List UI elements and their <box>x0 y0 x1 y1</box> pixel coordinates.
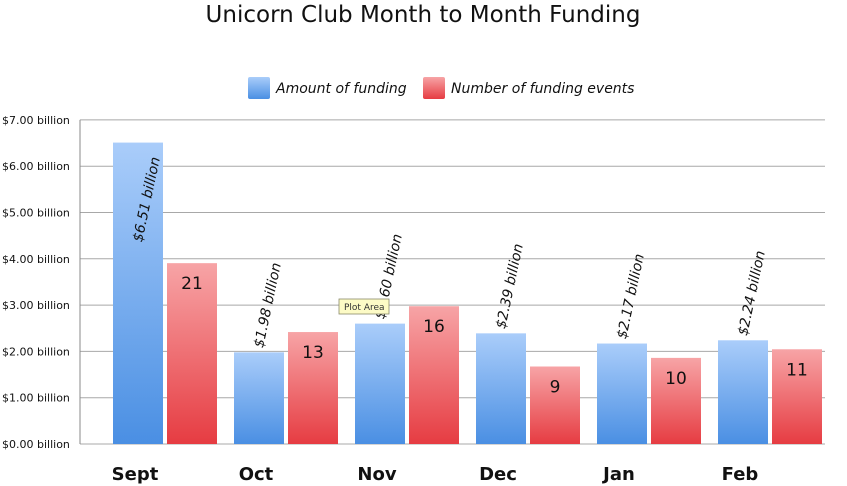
bar-events-dec <box>530 366 580 444</box>
x-tick-sept: Sept <box>112 464 159 485</box>
bar-events-jan <box>651 357 701 444</box>
amount-label-feb: $2.24 billion <box>735 249 769 337</box>
x-tick-nov: Nov <box>357 464 396 485</box>
y-tick-label: $3.00 billion <box>2 299 70 312</box>
bar-amount-nov <box>355 323 405 444</box>
bar-amount-feb <box>718 340 768 444</box>
bar-events-sept <box>167 263 217 444</box>
bar-amount-jan <box>597 343 647 444</box>
chart-title: Unicorn Club Month to Month Funding <box>206 2 641 28</box>
events-label-oct: 13 <box>302 343 324 363</box>
bar-events-feb <box>772 349 822 444</box>
events-label-feb: 11 <box>786 360 808 380</box>
legend-swatch-amount <box>248 77 270 99</box>
bar-amount-sept <box>113 142 163 444</box>
tooltip-box <box>338 298 390 315</box>
bars <box>113 142 822 444</box>
events-label-nov: 16 <box>423 317 445 337</box>
legend: Amount of funding Number of funding event… <box>248 77 634 99</box>
amount-label-dec: $2.39 billion <box>493 242 527 330</box>
events-label-dec: 9 <box>550 377 561 397</box>
amount-label-jan: $2.17 billion <box>614 253 648 341</box>
events-label-sept: 21 <box>181 274 203 294</box>
x-tick-feb: Feb <box>722 464 759 485</box>
bar-amount-dec <box>476 333 526 444</box>
bar-events-nov <box>409 306 459 444</box>
y-tick-label: $1.00 billion <box>2 392 70 405</box>
y-tick-label: $7.00 billion <box>2 114 70 127</box>
legend-label-events: Number of funding events <box>451 81 634 97</box>
x-tick-oct: Oct <box>239 464 274 485</box>
legend-swatch-events <box>423 77 445 99</box>
y-tick-label: $4.00 billion <box>2 253 70 266</box>
y-tick-label: $0.00 billion <box>2 438 70 451</box>
x-axis: Sept Oct Nov Dec Jan Feb <box>112 464 759 485</box>
events-label-jan: 10 <box>665 369 687 389</box>
y-tick-label: $5.00 billion <box>2 207 70 220</box>
x-tick-jan: Jan <box>601 464 635 485</box>
bar-events-oct <box>288 332 338 444</box>
y-axis: $0.00 billion $1.00 billion $2.00 billion $… <box>2 114 81 451</box>
y-tick-label: $2.00 billion <box>2 345 70 358</box>
plot-area-tooltip: Plot Area <box>338 298 390 315</box>
x-tick-dec: Dec <box>479 464 517 485</box>
legend-label-amount: Amount of funding <box>275 81 407 97</box>
tooltip-text: Plot Area <box>344 303 385 313</box>
y-tick-label: $6.00 billion <box>2 160 70 173</box>
bar-amount-oct <box>234 352 284 444</box>
